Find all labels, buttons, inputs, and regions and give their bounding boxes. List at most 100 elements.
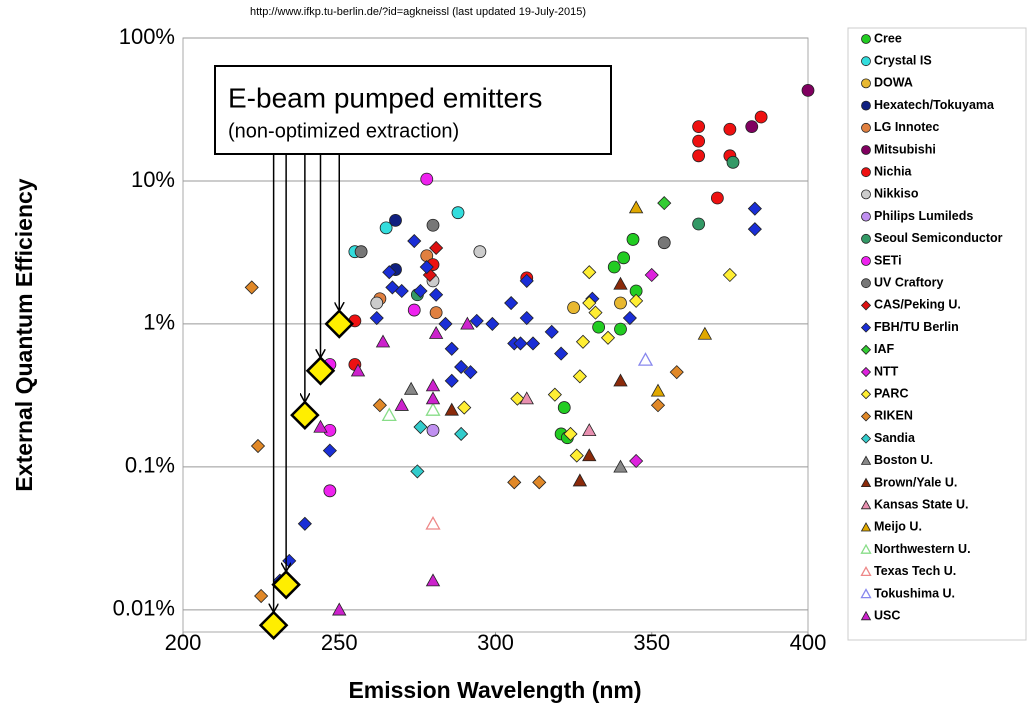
- data-point: [350, 363, 366, 377]
- data-point: [588, 305, 603, 320]
- data-point: [547, 387, 562, 402]
- data-point: [629, 293, 644, 308]
- legend-marker: [860, 433, 872, 444]
- y-tick-label: 10%: [131, 167, 175, 192]
- data-point: [747, 222, 762, 237]
- highlight-point: [305, 356, 336, 386]
- highlight-point: [324, 309, 355, 339]
- source-note: http://www.ifkp.tu-berlin.de/?id=agkneis…: [250, 6, 586, 18]
- data-point: [510, 391, 525, 406]
- legend-marker: [860, 499, 872, 510]
- legend-label: Northwestern U.: [874, 542, 971, 556]
- y-axis-title: External Quantum Efficiency: [11, 178, 37, 491]
- legend-box: [847, 27, 1027, 641]
- data-point: [389, 213, 402, 227]
- data-point: [244, 280, 259, 295]
- highlight-point: [258, 610, 289, 641]
- legend-marker: [860, 565, 872, 577]
- data-point: [567, 301, 581, 315]
- legend-label: RIKEN: [874, 409, 913, 423]
- data-point: [569, 448, 584, 463]
- y-tick-label: 1%: [143, 310, 175, 335]
- data-point: [626, 233, 640, 246]
- data-point: [613, 373, 628, 387]
- data-point: [426, 423, 440, 437]
- data-point: [644, 267, 659, 283]
- legend-label: Sandia: [874, 431, 916, 445]
- data-point: [532, 475, 547, 490]
- data-point: [407, 303, 421, 317]
- legend-label: Texas Tech U.: [874, 564, 956, 578]
- legend-label: Cree: [874, 31, 902, 45]
- legend-marker: [861, 122, 871, 133]
- legend-label: Crystal IS: [874, 53, 932, 67]
- data-point: [572, 473, 588, 487]
- data-point: [322, 443, 337, 458]
- annotation-subtitle: (non-optimized extraction): [228, 120, 459, 142]
- legend-label: Kansas State U.: [874, 497, 968, 511]
- legend-marker: [861, 145, 871, 155]
- data-point: [723, 122, 737, 136]
- data-point: [582, 448, 597, 462]
- data-point: [379, 221, 393, 235]
- data-point: [410, 464, 425, 479]
- data-point: [463, 365, 478, 380]
- data-point: [614, 322, 627, 336]
- data-point: [614, 296, 627, 310]
- legend-label: Meijo U.: [874, 520, 922, 534]
- legend-marker: [861, 34, 871, 44]
- legend-label: SETi: [874, 253, 902, 267]
- annotation-title: E-beam pumped emitters: [228, 82, 542, 113]
- legend-marker: [860, 610, 872, 621]
- x-tick-label: 400: [790, 630, 827, 655]
- data-point: [444, 373, 459, 388]
- data-point: [650, 398, 666, 413]
- legend-marker: [861, 233, 871, 244]
- data-point: [425, 378, 441, 392]
- data-point: [375, 334, 391, 348]
- legend-marker: [861, 56, 871, 67]
- legend-marker: [861, 256, 871, 266]
- data-point: [637, 352, 654, 366]
- legend-label: Boston U.: [874, 453, 933, 467]
- data-point: [454, 426, 469, 442]
- data-point: [722, 267, 737, 283]
- legend-label: NTT: [874, 364, 899, 378]
- x-axis-title: Emission Wavelength (nm): [348, 677, 641, 703]
- data-point: [592, 320, 606, 334]
- legend-marker: [861, 211, 871, 222]
- data-point: [444, 402, 459, 416]
- data-point: [394, 397, 409, 411]
- legend-label: USC: [874, 608, 900, 622]
- legend-marker: [861, 78, 871, 89]
- data-point: [426, 218, 440, 232]
- highlight-point: [271, 569, 301, 600]
- legend-marker: [860, 455, 872, 465]
- data-point: [444, 341, 459, 356]
- data-point: [425, 402, 441, 416]
- data-point: [473, 245, 487, 259]
- data-point: [438, 316, 453, 331]
- data-point: [385, 280, 400, 295]
- legend-label: Philips Lumileds: [874, 209, 973, 223]
- data-point: [557, 401, 571, 414]
- data-point: [428, 325, 444, 339]
- data-point: [403, 381, 419, 395]
- annotation-box: [214, 65, 612, 155]
- legend-label: Nikkiso: [874, 187, 919, 201]
- legend-marker: [860, 322, 872, 333]
- legend-marker: [861, 189, 871, 200]
- data-point: [801, 84, 815, 97]
- data-point: [572, 369, 587, 384]
- legend-marker: [860, 543, 872, 554]
- data-point: [657, 236, 671, 250]
- data-point: [507, 475, 522, 490]
- data-point: [429, 306, 443, 320]
- data-point: [745, 120, 759, 134]
- legend-label: Tokushima U.: [874, 586, 955, 600]
- legend-marker: [861, 278, 871, 289]
- data-point: [650, 383, 666, 397]
- data-point: [372, 398, 387, 413]
- x-tick-label: 350: [633, 630, 670, 655]
- data-point: [582, 265, 597, 280]
